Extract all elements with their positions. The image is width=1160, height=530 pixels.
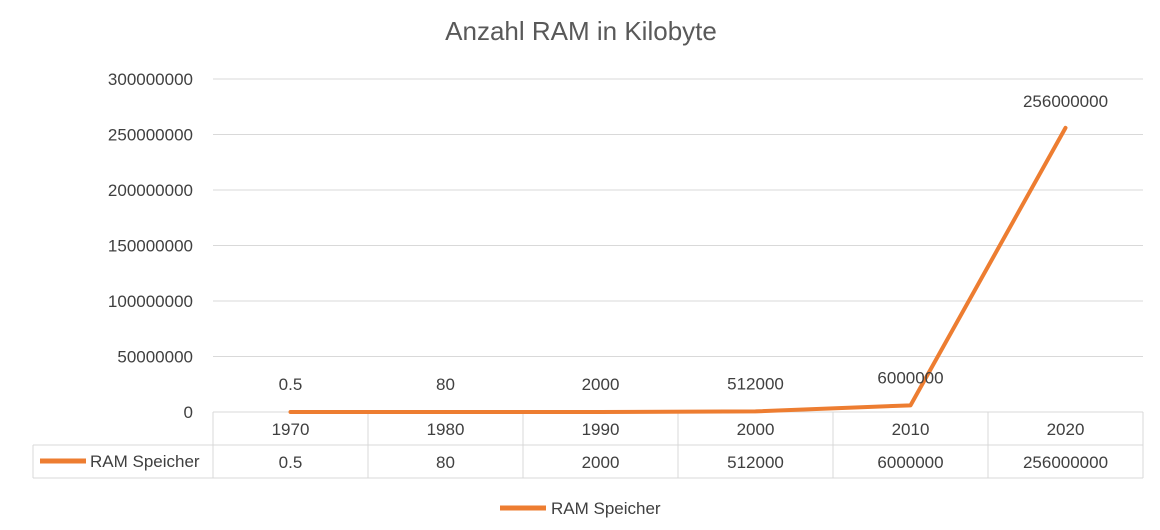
x-category-label: 1990 (582, 420, 620, 439)
legend: RAM Speicher (500, 499, 661, 518)
y-tick-label: 100000000 (108, 292, 193, 311)
data-point (909, 403, 912, 407)
table-value-cell: 6000000 (877, 453, 943, 472)
y-tick-label: 300000000 (108, 70, 193, 89)
data-label: 6000000 (877, 368, 943, 387)
data-point (754, 409, 757, 413)
data-label: 256000000 (1023, 92, 1108, 111)
x-category-label: 2020 (1047, 420, 1085, 439)
data-table-lines (32, 412, 1144, 479)
series-line (288, 125, 1068, 414)
data-point (444, 410, 447, 414)
y-tick-label: 200000000 (108, 181, 193, 200)
y-tick-label: 250000000 (108, 126, 193, 145)
data-point (1064, 126, 1067, 130)
y-tick-label: 50000000 (117, 348, 193, 367)
data-label: 0.5 (279, 375, 303, 394)
x-category-label: 2010 (892, 420, 930, 439)
data-table-series-label: RAM Speicher (90, 452, 200, 471)
y-tick-label: 150000000 (108, 237, 193, 256)
x-category-label: 1980 (427, 420, 465, 439)
table-value-cell: 80 (436, 453, 455, 472)
data-table: RAM Speicher 1970 1980 1990 2000 2010 2020 0.5… (32, 412, 1144, 479)
y-axis: 0 50000000 100000000 150000000 200000000 2500… (108, 70, 193, 422)
data-label: 512000 (727, 374, 784, 393)
data-point (599, 410, 602, 414)
chart-title: Anzahl RAM in Kilobyte (445, 16, 717, 46)
table-value-cell: 512000 (727, 453, 784, 472)
x-category-label: 2000 (737, 420, 775, 439)
data-point (289, 410, 292, 414)
data-label: 2000 (582, 375, 620, 394)
gridlines (213, 78, 1143, 413)
x-category-label: 1970 (272, 420, 310, 439)
table-value-cell: 0.5 (279, 453, 303, 472)
data-label: 80 (436, 375, 455, 394)
y-tick-label: 0 (184, 403, 193, 422)
series-ram-speicher: 0.5 80 2000 512000 6000000 256000000 (279, 92, 1108, 414)
table-value-cell: 2000 (582, 453, 620, 472)
table-value-cell: 256000000 (1023, 453, 1108, 472)
legend-label: RAM Speicher (551, 499, 661, 518)
